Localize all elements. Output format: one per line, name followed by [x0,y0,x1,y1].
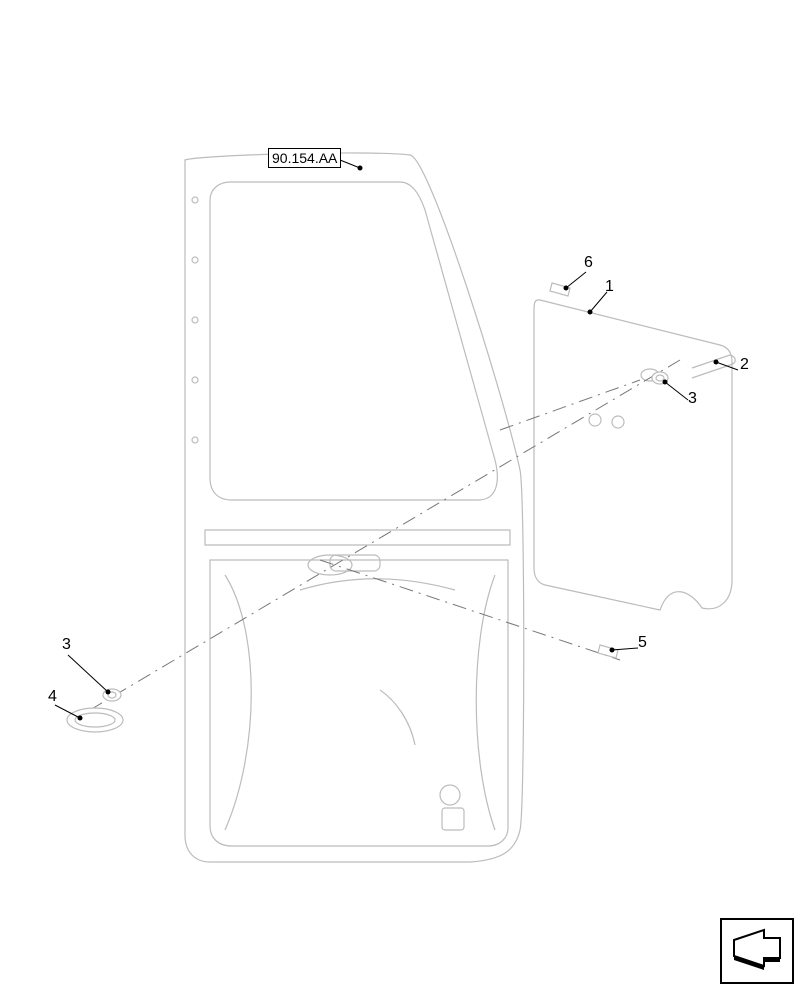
callout-6: 6 [584,254,593,272]
callout-1: 1 [605,278,614,296]
callout-2: 2 [740,356,749,374]
oval-handle [67,708,123,732]
callout-3-right: 3 [688,390,697,408]
callout-5: 5 [638,634,647,652]
door-panel [185,153,524,862]
clip-lower [598,645,618,658]
callout-3-left: 3 [62,636,71,654]
diagram-svg [0,0,808,1000]
diagram-canvas: 90.154.AA 1 2 3 3 4 5 6 [0,0,808,1000]
callout-4: 4 [48,688,57,706]
next-page-icon[interactable] [720,918,794,984]
reference-box: 90.154.AA [268,148,341,168]
glass-panel [534,300,732,610]
grommet-left [103,689,121,701]
